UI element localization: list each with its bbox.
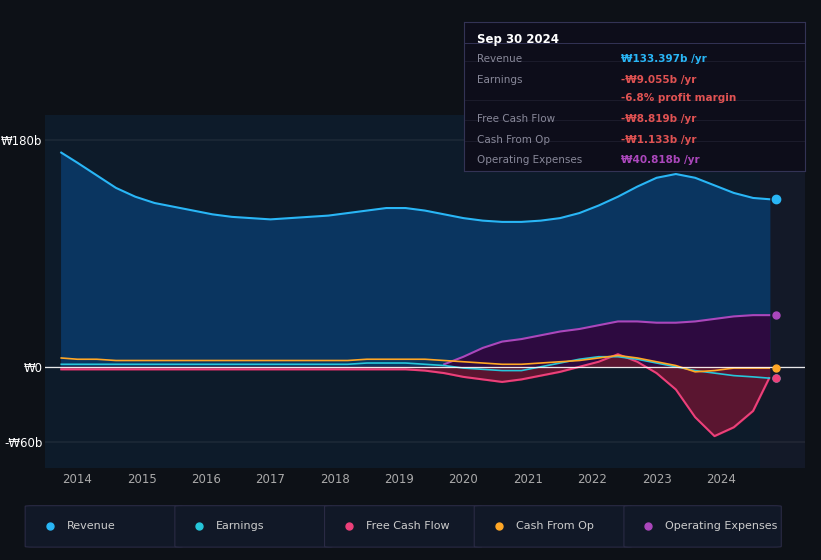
Text: Operating Expenses: Operating Expenses bbox=[478, 156, 583, 165]
Text: ₩40.818b /yr: ₩40.818b /yr bbox=[621, 156, 699, 165]
FancyBboxPatch shape bbox=[324, 506, 482, 547]
Text: -6.8% profit margin: -6.8% profit margin bbox=[621, 93, 736, 103]
Text: Earnings: Earnings bbox=[216, 521, 265, 531]
Text: Sep 30 2024: Sep 30 2024 bbox=[478, 33, 559, 46]
Bar bbox=[759, 115, 805, 468]
Text: Free Cash Flow: Free Cash Flow bbox=[478, 114, 556, 124]
Text: -₩8.819b /yr: -₩8.819b /yr bbox=[621, 114, 696, 124]
Text: Cash From Op: Cash From Op bbox=[516, 521, 594, 531]
Text: -₩1.133b /yr: -₩1.133b /yr bbox=[621, 134, 696, 144]
Text: Free Cash Flow: Free Cash Flow bbox=[366, 521, 450, 531]
Text: Operating Expenses: Operating Expenses bbox=[665, 521, 777, 531]
Text: ₩133.397b /yr: ₩133.397b /yr bbox=[621, 54, 706, 64]
FancyBboxPatch shape bbox=[25, 506, 182, 547]
Text: Revenue: Revenue bbox=[67, 521, 116, 531]
Text: -₩9.055b /yr: -₩9.055b /yr bbox=[621, 75, 696, 85]
FancyBboxPatch shape bbox=[624, 506, 782, 547]
FancyBboxPatch shape bbox=[175, 506, 333, 547]
Text: Cash From Op: Cash From Op bbox=[478, 134, 551, 144]
Text: Revenue: Revenue bbox=[478, 54, 523, 64]
FancyBboxPatch shape bbox=[475, 506, 631, 547]
Text: Earnings: Earnings bbox=[478, 75, 523, 85]
